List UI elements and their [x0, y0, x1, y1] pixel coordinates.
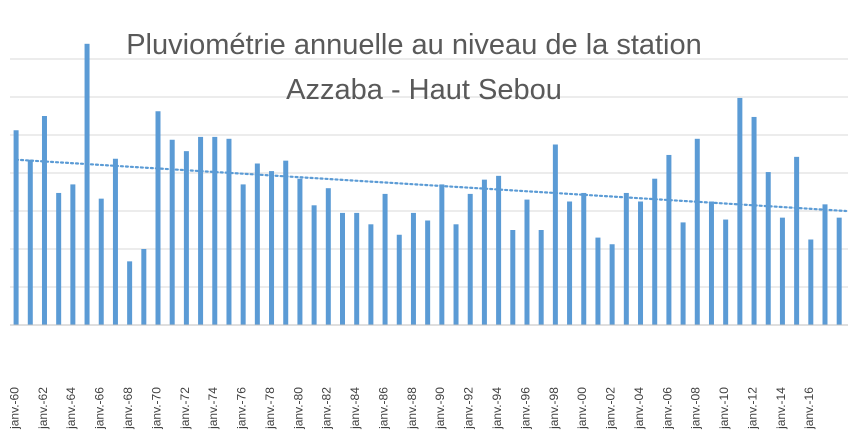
bar-janv.-67: [141, 249, 147, 325]
bar-janv.-02: [638, 201, 644, 325]
bar-janv.-16: [836, 217, 842, 325]
bar-janv.-84: [382, 193, 388, 325]
bar-janv.-59: [27, 159, 33, 325]
bar-janv.-73: [226, 138, 232, 325]
bar-janv.-64: [98, 198, 104, 325]
bar-janv.-87: [425, 220, 431, 325]
bar-janv.-00: [609, 244, 615, 325]
bar-janv.-72: [212, 136, 218, 325]
bar-janv.-12: [779, 217, 785, 325]
bar-janv.-79: [311, 205, 317, 325]
x-tick-label: janv.-16: [802, 387, 816, 430]
bar-janv.-62: [70, 184, 76, 325]
bar-janv.-81: [340, 212, 345, 325]
bar-janv.-98: [581, 192, 587, 325]
x-tick-label: janv.-72: [178, 387, 192, 430]
bar-janv.-94: [524, 199, 530, 325]
bar-janv.-80: [325, 188, 331, 325]
bar-janv.-82: [354, 212, 360, 325]
x-tick-label: janv.-88: [405, 387, 419, 430]
bar-janv.-14: [808, 239, 814, 325]
x-tick-label: janv.-10: [717, 387, 731, 430]
bar-janv.-96: [552, 144, 558, 325]
bar-janv.-15: [822, 204, 828, 325]
trendline-linear: [14, 158, 848, 213]
bar-janv.-09: [737, 97, 743, 325]
bar-janv.-60: [41, 116, 47, 325]
x-tick-label: janv.-08: [689, 387, 703, 430]
bar-janv.-91: [481, 179, 487, 325]
x-tick-label: janv.-74: [206, 387, 220, 430]
bar-janv.-01: [623, 192, 629, 325]
bar-janv.-68: [155, 111, 161, 325]
bar-janv.-69: [169, 139, 175, 325]
x-tick-label: janv.-68: [121, 387, 135, 430]
bar-janv.-03: [652, 178, 658, 325]
x-tick-label: janv.-80: [291, 387, 305, 430]
bar-janv.-75: [254, 163, 260, 325]
x-tick-label: janv.-06: [660, 387, 674, 430]
x-tick-label: janv.-82: [320, 387, 334, 430]
bar-janv.-06: [694, 138, 700, 325]
x-tick-label: janv.-12: [745, 387, 759, 430]
x-tick-label: janv.-70: [149, 387, 163, 430]
x-tick-label: janv.-86: [376, 387, 390, 430]
bar-janv.-13: [794, 156, 800, 325]
bar-janv.-61: [56, 192, 62, 325]
bar-janv.-04: [666, 154, 672, 325]
x-tick-label: janv.-92: [462, 387, 476, 430]
x-tick-label: janv.-90: [433, 387, 447, 430]
bar-janv.-90: [467, 193, 473, 325]
x-tick-label: janv.-60: [7, 387, 21, 430]
bar-janv.-86: [410, 212, 416, 325]
x-axis-tick-labels: janv.-58janv.-60janv.-62janv.-64janv.-66…: [7, 387, 816, 430]
bar-series: [13, 43, 842, 326]
x-tick-label: janv.-02: [604, 387, 618, 430]
bar-janv.-74: [240, 184, 246, 325]
x-tick-label: janv.-00: [575, 387, 589, 430]
x-tick-label: janv.-62: [36, 387, 50, 430]
bar-janv.-83: [368, 224, 374, 325]
bar-janv.-97: [567, 201, 573, 325]
bar-janv.-89: [453, 224, 459, 325]
bar-janv.-10: [751, 116, 757, 325]
trendline: [14, 158, 848, 213]
bar-janv.-66: [127, 261, 133, 325]
x-tick-label: janv.-78: [263, 387, 277, 430]
x-tick-label: janv.-04: [632, 387, 646, 430]
x-tick-label: janv.-14: [774, 387, 788, 430]
bar-janv.-99: [595, 237, 601, 325]
gridlines: [10, 58, 848, 288]
bar-janv.-95: [538, 230, 544, 325]
bar-janv.-05: [680, 222, 686, 325]
bar-janv.-58: [13, 130, 19, 325]
bar-janv.-07: [708, 201, 714, 325]
x-tick-label: janv.-66: [93, 387, 107, 430]
bar-janv.-88: [439, 184, 445, 325]
bar-janv.-11: [765, 172, 771, 325]
x-tick-label: janv.-98: [547, 387, 561, 430]
bar-janv.-70: [183, 151, 189, 325]
bar-janv.-71: [198, 136, 204, 325]
bar-janv.-78: [297, 178, 303, 325]
bar-janv.-08: [723, 219, 729, 325]
bar-janv.-77: [283, 160, 289, 325]
x-tick-label: janv.-84: [348, 387, 362, 430]
chart-title-line-1: Pluviométrie annuelle au niveau de la st…: [126, 29, 702, 61]
bar-janv.-92: [496, 175, 502, 325]
x-tick-label: janv.-94: [490, 387, 504, 430]
bar-janv.-93: [510, 230, 516, 325]
bar-janv.-76: [269, 171, 275, 325]
bar-janv.-63: [84, 43, 90, 326]
bar-janv.-65: [112, 158, 118, 325]
x-tick-label: janv.-96: [518, 387, 532, 430]
x-tick-label: janv.-64: [64, 387, 78, 430]
x-tick-label: janv.-76: [235, 387, 249, 430]
bar-janv.-85: [396, 234, 402, 325]
chart-title-line-2: Azzaba - Haut Sebou: [286, 74, 562, 106]
